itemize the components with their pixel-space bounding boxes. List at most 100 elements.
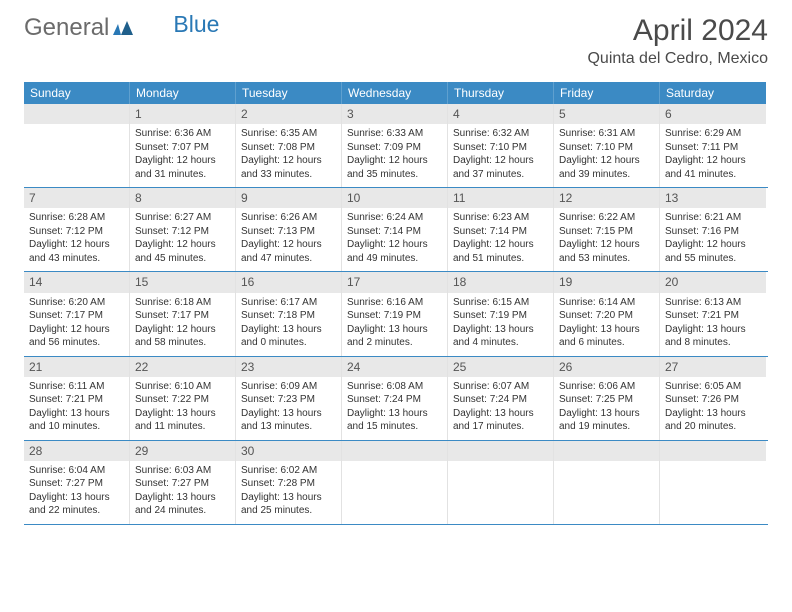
day-cell: 20Sunrise: 6:13 AMSunset: 7:21 PMDayligh… bbox=[660, 272, 766, 355]
day-sunrise: Sunrise: 6:36 AM bbox=[135, 127, 230, 141]
day-number: 22 bbox=[130, 357, 235, 377]
day-cell: 29Sunrise: 6:03 AMSunset: 7:27 PMDayligh… bbox=[130, 441, 236, 524]
day-daylight: Daylight: 12 hours and 41 minutes. bbox=[665, 154, 761, 181]
day-cell: 22Sunrise: 6:10 AMSunset: 7:22 PMDayligh… bbox=[130, 357, 236, 440]
month-title: April 2024 bbox=[587, 14, 768, 48]
day-cell: 10Sunrise: 6:24 AMSunset: 7:14 PMDayligh… bbox=[342, 188, 448, 271]
day-sunset: Sunset: 7:07 PM bbox=[135, 141, 230, 155]
dow-header: Saturday bbox=[660, 82, 766, 104]
day-sunrise: Sunrise: 6:29 AM bbox=[665, 127, 761, 141]
day-sunrise: Sunrise: 6:14 AM bbox=[559, 296, 654, 310]
day-number: 8 bbox=[130, 188, 235, 208]
day-daylight: Daylight: 12 hours and 31 minutes. bbox=[135, 154, 230, 181]
day-daylight: Daylight: 13 hours and 15 minutes. bbox=[347, 407, 442, 434]
day-sunrise: Sunrise: 6:23 AM bbox=[453, 211, 548, 225]
day-daylight: Daylight: 13 hours and 2 minutes. bbox=[347, 323, 442, 350]
day-daylight: Daylight: 12 hours and 35 minutes. bbox=[347, 154, 442, 181]
day-daylight: Daylight: 13 hours and 20 minutes. bbox=[665, 407, 761, 434]
week-row: 14Sunrise: 6:20 AMSunset: 7:17 PMDayligh… bbox=[24, 272, 768, 356]
day-sunrise: Sunrise: 6:21 AM bbox=[665, 211, 761, 225]
day-daylight: Daylight: 13 hours and 25 minutes. bbox=[241, 491, 336, 518]
logo-flag-icon bbox=[113, 21, 133, 40]
day-number: 3 bbox=[342, 104, 447, 124]
day-cell bbox=[660, 441, 766, 524]
empty-day bbox=[660, 441, 766, 461]
day-daylight: Daylight: 12 hours and 58 minutes. bbox=[135, 323, 230, 350]
day-number: 1 bbox=[130, 104, 235, 124]
logo-text-general: General bbox=[24, 14, 109, 42]
day-cell: 2Sunrise: 6:35 AMSunset: 7:08 PMDaylight… bbox=[236, 104, 342, 187]
day-number: 15 bbox=[130, 272, 235, 292]
dow-header: Friday bbox=[554, 82, 660, 104]
day-sunrise: Sunrise: 6:35 AM bbox=[241, 127, 336, 141]
calendar: SundayMondayTuesdayWednesdayThursdayFrid… bbox=[24, 82, 768, 525]
day-cell: 5Sunrise: 6:31 AMSunset: 7:10 PMDaylight… bbox=[554, 104, 660, 187]
day-cell: 19Sunrise: 6:14 AMSunset: 7:20 PMDayligh… bbox=[554, 272, 660, 355]
day-sunrise: Sunrise: 6:10 AM bbox=[135, 380, 230, 394]
day-sunrise: Sunrise: 6:24 AM bbox=[347, 211, 442, 225]
day-number: 24 bbox=[342, 357, 447, 377]
title-block: April 2024 Quinta del Cedro, Mexico bbox=[587, 14, 768, 68]
day-number: 7 bbox=[24, 188, 129, 208]
week-row: 1Sunrise: 6:36 AMSunset: 7:07 PMDaylight… bbox=[24, 104, 768, 188]
day-daylight: Daylight: 12 hours and 43 minutes. bbox=[29, 238, 124, 265]
day-sunset: Sunset: 7:18 PM bbox=[241, 309, 336, 323]
day-cell: 17 Sunrise: 6:16 AMSunset: 7:19 PMDayligh… bbox=[342, 272, 448, 355]
empty-day bbox=[24, 104, 129, 124]
day-cell: 14Sunrise: 6:20 AMSunset: 7:17 PMDayligh… bbox=[24, 272, 130, 355]
day-sunrise: Sunrise: 6:22 AM bbox=[559, 211, 654, 225]
day-sunset: Sunset: 7:17 PM bbox=[29, 309, 124, 323]
day-sunset: Sunset: 7:24 PM bbox=[453, 393, 548, 407]
day-daylight: Daylight: 13 hours and 4 minutes. bbox=[453, 323, 548, 350]
day-sunrise: Sunrise: 6:31 AM bbox=[559, 127, 654, 141]
day-daylight: Daylight: 12 hours and 51 minutes. bbox=[453, 238, 548, 265]
day-cell: 16Sunrise: 6:17 AMSunset: 7:18 PMDayligh… bbox=[236, 272, 342, 355]
day-sunrise: Sunrise: 6:28 AM bbox=[29, 211, 124, 225]
day-sunrise: Sunrise: 6:13 AM bbox=[665, 296, 761, 310]
logo-text-blue: Blue bbox=[173, 11, 219, 38]
day-sunset: Sunset: 7:12 PM bbox=[29, 225, 124, 239]
day-sunset: Sunset: 7:13 PM bbox=[241, 225, 336, 239]
day-sunset: Sunset: 7:19 PM bbox=[347, 309, 442, 323]
day-sunset: Sunset: 7:10 PM bbox=[559, 141, 654, 155]
week-row: 21Sunrise: 6:11 AMSunset: 7:21 PMDayligh… bbox=[24, 357, 768, 441]
day-sunrise: Sunrise: 6:02 AM bbox=[241, 464, 336, 478]
day-number: 2 bbox=[236, 104, 341, 124]
day-sunrise: Sunrise: 6:09 AM bbox=[241, 380, 336, 394]
day-sunrise: Sunrise: 6:16 AM bbox=[347, 296, 442, 310]
day-daylight: Daylight: 13 hours and 11 minutes. bbox=[135, 407, 230, 434]
day-cell: 24Sunrise: 6:08 AMSunset: 7:24 PMDayligh… bbox=[342, 357, 448, 440]
day-sunset: Sunset: 7:21 PM bbox=[29, 393, 124, 407]
day-daylight: Daylight: 12 hours and 53 minutes. bbox=[559, 238, 654, 265]
day-sunrise: Sunrise: 6:03 AM bbox=[135, 464, 230, 478]
day-number: 13 bbox=[660, 188, 766, 208]
day-daylight: Daylight: 13 hours and 17 minutes. bbox=[453, 407, 548, 434]
day-number: 17 bbox=[342, 272, 447, 292]
day-cell bbox=[448, 441, 554, 524]
day-daylight: Daylight: 13 hours and 19 minutes. bbox=[559, 407, 654, 434]
day-sunrise: Sunrise: 6:26 AM bbox=[241, 211, 336, 225]
day-cell: 13Sunrise: 6:21 AMSunset: 7:16 PMDayligh… bbox=[660, 188, 766, 271]
day-sunrise: Sunrise: 6:15 AM bbox=[453, 296, 548, 310]
day-cell: 3Sunrise: 6:33 AMSunset: 7:09 PMDaylight… bbox=[342, 104, 448, 187]
day-sunset: Sunset: 7:21 PM bbox=[665, 309, 761, 323]
day-daylight: Daylight: 12 hours and 37 minutes. bbox=[453, 154, 548, 181]
day-sunrise: Sunrise: 6:06 AM bbox=[559, 380, 654, 394]
day-cell: 6Sunrise: 6:29 AMSunset: 7:11 PMDaylight… bbox=[660, 104, 766, 187]
day-cell: 26Sunrise: 6:06 AMSunset: 7:25 PMDayligh… bbox=[554, 357, 660, 440]
day-cell: 7 Sunrise: 6:28 AMSunset: 7:12 PMDaylight… bbox=[24, 188, 130, 271]
day-daylight: Daylight: 13 hours and 8 minutes. bbox=[665, 323, 761, 350]
day-daylight: Daylight: 12 hours and 55 minutes. bbox=[665, 238, 761, 265]
day-number: 5 bbox=[554, 104, 659, 124]
day-daylight: Daylight: 13 hours and 6 minutes. bbox=[559, 323, 654, 350]
day-number: 14 bbox=[24, 272, 129, 292]
day-cell: 27Sunrise: 6:05 AMSunset: 7:26 PMDayligh… bbox=[660, 357, 766, 440]
day-daylight: Daylight: 12 hours and 47 minutes. bbox=[241, 238, 336, 265]
day-sunset: Sunset: 7:27 PM bbox=[29, 477, 124, 491]
day-number: 11 bbox=[448, 188, 553, 208]
day-number: 12 bbox=[554, 188, 659, 208]
day-sunset: Sunset: 7:20 PM bbox=[559, 309, 654, 323]
day-sunset: Sunset: 7:24 PM bbox=[347, 393, 442, 407]
logo: General Blue bbox=[24, 14, 219, 42]
day-sunset: Sunset: 7:14 PM bbox=[453, 225, 548, 239]
